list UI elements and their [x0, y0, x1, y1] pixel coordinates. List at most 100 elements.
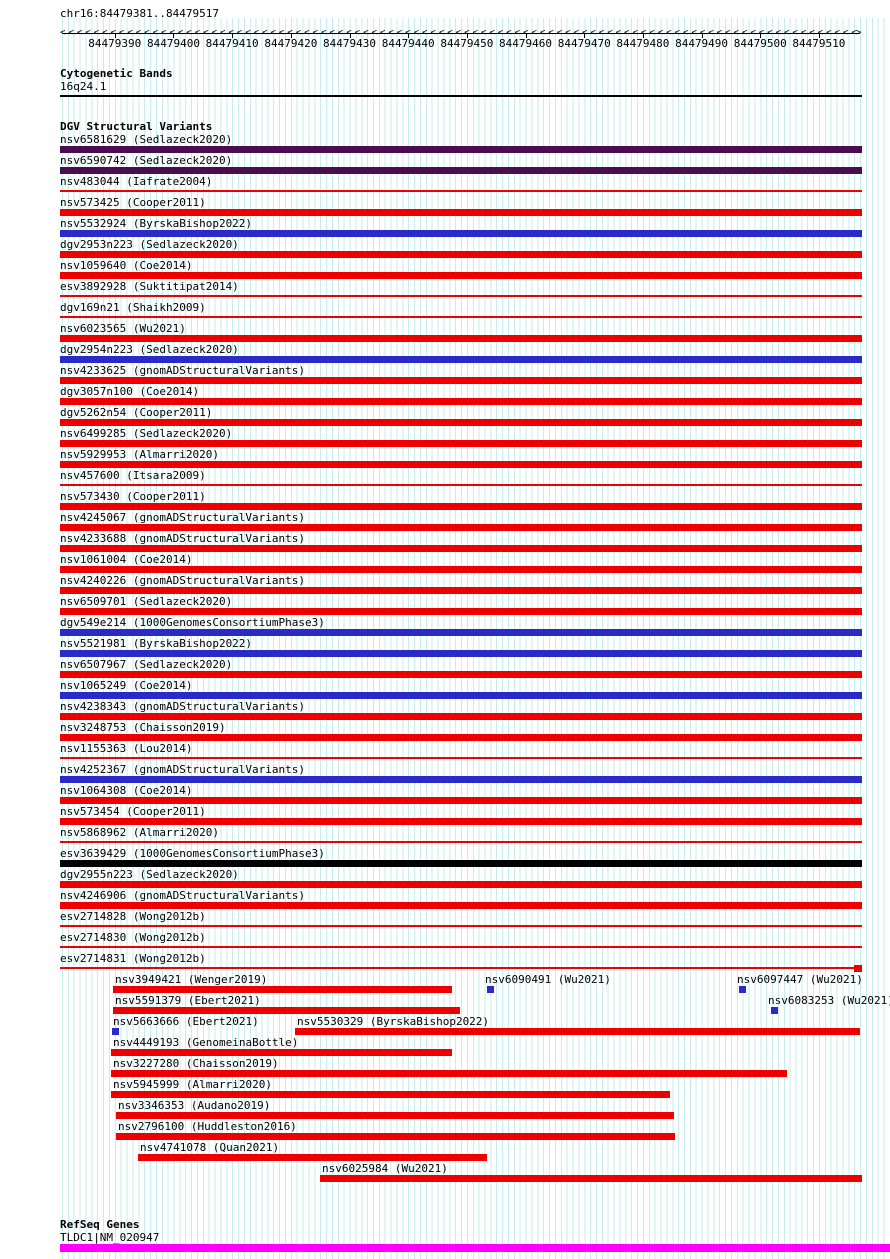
variant-bar[interactable]: [60, 272, 862, 279]
variant-bar[interactable]: [116, 1112, 674, 1119]
variant-bar[interactable]: [113, 1007, 460, 1014]
variant-label[interactable]: dgv2955n223 (Sedlazeck2020): [60, 868, 239, 881]
variant-label[interactable]: esv3892928 (Suktitipat2014): [60, 280, 239, 293]
variant-bar[interactable]: [111, 1091, 670, 1098]
variant-bar[interactable]: [138, 1154, 487, 1161]
variant-bar[interactable]: [60, 881, 862, 888]
variant-bar[interactable]: [60, 419, 862, 426]
variant-label[interactable]: nsv483044 (Iafrate2004): [60, 175, 213, 188]
variant-label[interactable]: nsv5929953 (Almarri2020): [60, 448, 219, 461]
variant-bar[interactable]: [60, 190, 862, 192]
variant-label[interactable]: nsv4240226 (gnomADStructuralVariants): [60, 574, 306, 587]
variant-bar[interactable]: [60, 461, 862, 468]
variant-bar[interactable]: [60, 818, 862, 825]
variant-bar[interactable]: [60, 967, 862, 969]
variant-bar[interactable]: [60, 230, 862, 237]
variant-bar[interactable]: [60, 503, 862, 510]
variant-label[interactable]: esv2714831 (Wong2012b): [60, 952, 206, 965]
variant-label[interactable]: nsv457600 (Itsara2009): [60, 469, 206, 482]
variant-label[interactable]: nsv6590742 (Sedlazeck2020): [60, 154, 233, 167]
cytoband-bar[interactable]: [60, 95, 862, 97]
variant-label[interactable]: nsv6507967 (Sedlazeck2020): [60, 658, 233, 671]
variant-label[interactable]: nsv4245067 (gnomADStructuralVariants): [60, 511, 306, 524]
variant-bar[interactable]: [60, 692, 862, 699]
variant-bar[interactable]: [60, 757, 862, 759]
variant-bar[interactable]: [60, 316, 862, 318]
refseq-gene-label[interactable]: TLDC1|NM_020947: [60, 1231, 160, 1244]
variant-label[interactable]: nsv573430 (Cooper2011): [60, 490, 206, 503]
variant-label[interactable]: nsv6509701 (Sedlazeck2020): [60, 595, 233, 608]
variant-label[interactable]: nsv1064308 (Coe2014): [60, 784, 193, 797]
variant-label[interactable]: nsv5521981 (ByrskaBishop2022): [60, 637, 253, 650]
variant-bar[interactable]: [60, 146, 862, 153]
variant-bar[interactable]: [116, 1133, 675, 1140]
variant-label[interactable]: nsv5530329 (ByrskaBishop2022): [297, 1015, 490, 1028]
variant-label[interactable]: nsv6499285 (Sedlazeck2020): [60, 427, 233, 440]
variant-bar[interactable]: [60, 377, 862, 384]
variant-bar[interactable]: [320, 1175, 862, 1182]
variant-bar[interactable]: [60, 440, 862, 447]
variant-label[interactable]: esv2714828 (Wong2012b): [60, 910, 206, 923]
variant-bar[interactable]: [60, 946, 862, 948]
variant-bar[interactable]: [111, 1070, 787, 1077]
variant-label[interactable]: dgv169n21 (Shaikh2009): [60, 301, 206, 314]
variant-label[interactable]: nsv6023565 (Wu2021): [60, 322, 186, 335]
variant-label[interactable]: nsv3949421 (Wenger2019): [115, 973, 268, 986]
variant-label[interactable]: nsv2796100 (Huddleston2016): [118, 1120, 297, 1133]
variant-bar[interactable]: [60, 167, 862, 174]
variant-label[interactable]: dgv3057n100 (Coe2014): [60, 385, 200, 398]
variant-bar[interactable]: [60, 650, 862, 657]
variant-label[interactable]: dgv2953n223 (Sedlazeck2020): [60, 238, 239, 251]
variant-label[interactable]: nsv1155363 (Lou2014): [60, 742, 193, 755]
variant-label[interactable]: nsv3248753 (Chaisson2019): [60, 721, 226, 734]
variant-bar[interactable]: [60, 398, 862, 405]
variant-bar[interactable]: [60, 587, 862, 594]
variant-label[interactable]: nsv5591379 (Ebert2021): [115, 994, 261, 1007]
variant-bar[interactable]: [60, 209, 862, 216]
variant-bar[interactable]: [60, 629, 862, 636]
variant-label[interactable]: nsv4449193 (GenomeinaBottle): [113, 1036, 299, 1049]
refseq-gene-bar[interactable]: [60, 1244, 890, 1252]
variant-label[interactable]: nsv1061004 (Coe2014): [60, 553, 193, 566]
variant-bar[interactable]: [60, 902, 862, 909]
variant-bar[interactable]: [739, 986, 746, 993]
variant-bar[interactable]: [113, 986, 452, 993]
variant-bar[interactable]: [60, 860, 862, 867]
variant-bar[interactable]: [60, 545, 862, 552]
variant-label[interactable]: nsv4238343 (gnomADStructuralVariants): [60, 700, 306, 713]
variant-bar[interactable]: [60, 776, 862, 783]
variant-bar[interactable]: [60, 484, 862, 486]
variant-label[interactable]: nsv6025984 (Wu2021): [322, 1162, 448, 1175]
variant-bar[interactable]: [112, 1028, 119, 1035]
variant-bar[interactable]: [60, 841, 862, 843]
variant-label[interactable]: dgv2954n223 (Sedlazeck2020): [60, 343, 239, 356]
variant-label[interactable]: nsv4233688 (gnomADStructuralVariants): [60, 532, 306, 545]
variant-label[interactable]: nsv6090491 (Wu2021): [485, 973, 611, 986]
variant-bar[interactable]: [60, 251, 862, 258]
variant-bar[interactable]: [60, 524, 862, 531]
variant-bar[interactable]: [60, 566, 862, 573]
variant-label[interactable]: nsv5532924 (ByrskaBishop2022): [60, 217, 253, 230]
variant-bar[interactable]: [60, 335, 862, 342]
variant-label[interactable]: nsv5663666 (Ebert2021): [113, 1015, 259, 1028]
variant-bar[interactable]: [60, 925, 862, 927]
variant-label[interactable]: dgv5262n54 (Cooper2011): [60, 406, 213, 419]
variant-label[interactable]: nsv3346353 (Audano2019): [118, 1099, 271, 1112]
variant-bar[interactable]: [60, 797, 862, 804]
variant-bar[interactable]: [60, 356, 862, 363]
variant-label[interactable]: nsv4252367 (gnomADStructuralVariants): [60, 763, 306, 776]
variant-label[interactable]: nsv4741078 (Quan2021): [140, 1141, 280, 1154]
variant-bar[interactable]: [60, 608, 862, 615]
variant-label[interactable]: nsv4246906 (gnomADStructuralVariants): [60, 889, 306, 902]
variant-label[interactable]: nsv3227280 (Chaisson2019): [113, 1057, 279, 1070]
variant-bar[interactable]: [60, 734, 862, 741]
variant-label[interactable]: nsv6581629 (Sedlazeck2020): [60, 133, 233, 146]
variant-label[interactable]: esv2714830 (Wong2012b): [60, 931, 206, 944]
variant-bar[interactable]: [60, 295, 862, 297]
variant-bar[interactable]: [771, 1007, 778, 1014]
variant-bar[interactable]: [111, 1049, 452, 1056]
variant-label[interactable]: nsv573425 (Cooper2011): [60, 196, 206, 209]
variant-bar[interactable]: [295, 1028, 860, 1035]
variant-label[interactable]: esv3639429 (1000GenomesConsortiumPhase3): [60, 847, 325, 860]
variant-label[interactable]: nsv4233625 (gnomADStructuralVariants): [60, 364, 306, 377]
